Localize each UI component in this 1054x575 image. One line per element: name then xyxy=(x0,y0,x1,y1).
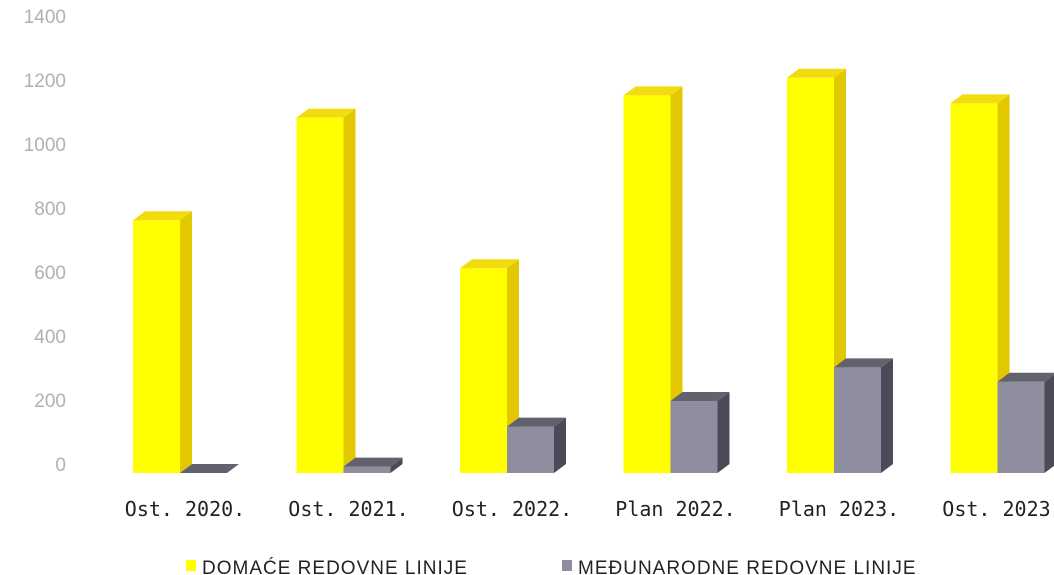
bar-domace-6 xyxy=(950,94,1010,474)
bar-medunarodne-5 xyxy=(834,358,893,473)
legend-swatch-medunarodne xyxy=(562,560,572,571)
y-tick-label: 200 xyxy=(34,391,66,412)
bar-domace-2 xyxy=(296,108,356,474)
bar-medunarodne-3 xyxy=(507,417,566,473)
y-tick-label: 1400 xyxy=(24,7,66,28)
legend-swatch-domace xyxy=(186,560,196,571)
y-tick-label: 1000 xyxy=(24,135,66,156)
bar-medunarodne-2 xyxy=(343,457,403,473)
x-tick-label: Plan 2022. xyxy=(615,497,735,521)
x-axis: Ost. 2020. Ost. 2021. Ost. 2022. Plan 2022.… xyxy=(125,497,1054,521)
y-tick-label: 1200 xyxy=(24,71,66,92)
y-tick-label: 600 xyxy=(34,263,66,284)
x-tick-label: Ost. 2020. xyxy=(125,497,245,521)
y-tick-label: 400 xyxy=(34,327,66,348)
bars xyxy=(133,68,1054,474)
y-tick-label: 800 xyxy=(34,199,66,220)
legend: DOMAĆE REDOVNE LINIJE MEĐUNARODNE REDOVN… xyxy=(186,557,917,575)
bar-domace-3 xyxy=(460,259,519,473)
x-tick-label: Ost. 2023. xyxy=(942,497,1054,521)
bar-domace-1 xyxy=(133,211,192,473)
bar-medunarodne-6 xyxy=(997,372,1054,473)
bar-medunarodne-4 xyxy=(670,392,730,473)
bar-domace-4 xyxy=(623,86,683,474)
y-tick-label: 0 xyxy=(55,455,66,476)
legend-label-medunarodne: MEĐUNARODNE REDOVNE LINIJE xyxy=(578,558,917,575)
legend-label-domace: DOMAĆE REDOVNE LINIJE xyxy=(202,557,468,575)
x-tick-label: Ost. 2022. xyxy=(452,497,572,521)
bar-medunarodne-1 xyxy=(180,464,239,473)
x-tick-label: Plan 2023. xyxy=(779,497,899,521)
y-axis: 0 200 400 600 800 1000 1200 1400 xyxy=(24,7,66,476)
x-tick-label: Ost. 2021. xyxy=(288,497,408,521)
